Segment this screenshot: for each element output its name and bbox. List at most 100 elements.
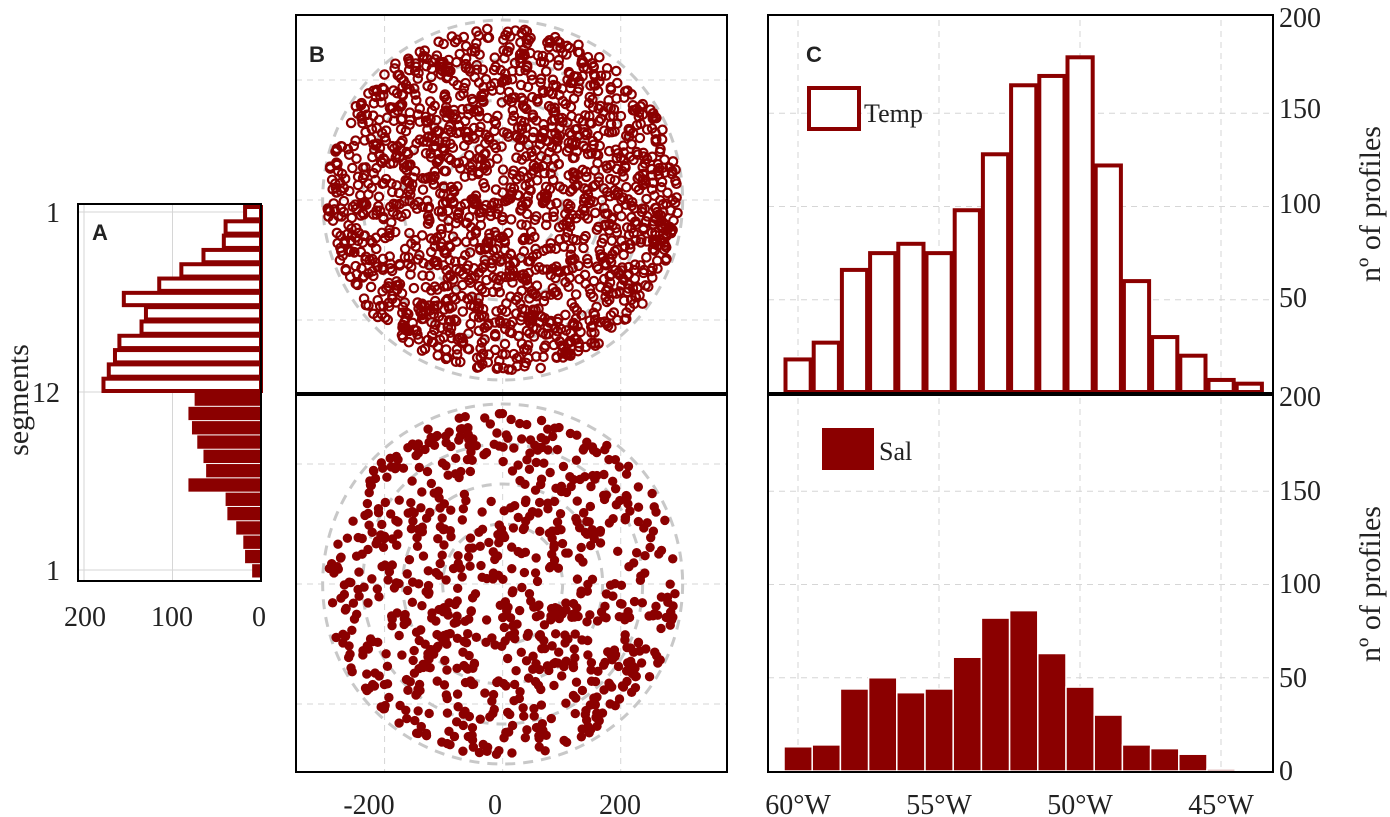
panel-b-temp-point <box>603 95 614 106</box>
panel-b-temp-point <box>548 206 560 218</box>
panel-b-sal-point <box>633 502 644 512</box>
panel-b-sal-point <box>507 748 517 758</box>
panel-b-temp-point <box>475 121 486 133</box>
panel-b-temp-point <box>506 73 518 85</box>
panel-b-temp-point <box>587 291 599 303</box>
panel-c-temp-bar <box>1065 55 1095 395</box>
panel-b-temp-point <box>622 85 633 96</box>
panel-b-sal-point <box>511 666 521 676</box>
panel-b-temp-point <box>487 85 498 96</box>
panel-b-temp-point <box>580 143 592 154</box>
panel-b-temp-point <box>451 113 462 125</box>
panel-b-sal-point <box>516 548 527 559</box>
panel-b-temp-point <box>396 89 408 100</box>
panel-b-sal-point <box>378 542 389 553</box>
panel-b-temp-point <box>521 38 533 49</box>
panel-b-temp-point <box>424 270 436 282</box>
panel-b-temp-point <box>646 184 658 195</box>
panel-b-sal-point <box>622 492 632 502</box>
panel-b-temp-point <box>464 161 476 173</box>
panel-b-temp-point <box>647 235 659 247</box>
panel-b-letter: B <box>309 42 325 67</box>
panel-b-sal-point <box>500 636 510 646</box>
panel-b-sal-point <box>595 538 606 548</box>
panel-b-temp-point <box>515 132 526 144</box>
panel-b-temp-point <box>567 184 578 195</box>
panel-b-sal-point <box>602 440 612 451</box>
panel-b-sal-point <box>557 538 568 549</box>
panel-b-sal-point <box>471 440 482 451</box>
panel-b-temp-point <box>650 229 661 241</box>
panel-b-sal-point <box>569 612 580 622</box>
panel-a-sal-bar <box>245 549 261 564</box>
panel-b-temp-point <box>610 222 622 234</box>
panel-b-temp-point <box>540 340 551 351</box>
panel-b-sal-point <box>410 715 420 726</box>
panel-b-sal-point <box>572 430 582 440</box>
panel-b-temp-point <box>647 177 659 189</box>
panel-a-temp-bar <box>112 348 263 365</box>
panel-b-temp-point <box>391 87 403 99</box>
panel-b-temp-point <box>459 198 471 210</box>
panel-b-temp-point <box>394 100 405 112</box>
panel-b-temp-point <box>537 160 549 172</box>
panel-b-sal-point <box>631 671 641 681</box>
panel-b-temp-point <box>506 364 518 376</box>
panel-b-temp-point <box>439 143 450 154</box>
panel-b-sal-point <box>458 504 469 514</box>
panel-b-temp-point <box>449 256 461 267</box>
panel-b-temp-point <box>563 66 575 78</box>
panel-b-sal-point <box>353 532 363 543</box>
panel-b-temp-point <box>454 48 466 60</box>
panel-c-temp-bar <box>1234 381 1264 394</box>
panel-b-sal-point <box>416 503 426 513</box>
panel-b-temp-point <box>346 212 358 224</box>
panel-b-temp-point <box>540 191 551 203</box>
panel-b-temp-point <box>553 113 565 124</box>
panel-b-sal-point <box>335 553 346 563</box>
panel-b-temp-point <box>507 316 518 328</box>
panel-a-temp-bar <box>243 205 264 222</box>
panel-b-temp-point <box>535 362 546 374</box>
panel-b-temp-point <box>380 282 392 294</box>
panel-b-temp-point <box>394 198 405 210</box>
panel-b-sal-point <box>406 524 417 534</box>
panel-b-sal-point <box>432 430 442 441</box>
panel-b-temp-point <box>629 259 641 271</box>
panel-b-temp-point <box>497 231 509 243</box>
panel-b-sal-point <box>342 533 353 543</box>
panel-b-sal-point <box>494 538 504 548</box>
panel-c-temp-bar <box>811 340 841 394</box>
panel-b-temp-point <box>473 168 484 180</box>
panel-b-temp-point <box>397 301 409 313</box>
panel-c-temp-bar <box>952 208 982 394</box>
panel-b-sal-point <box>485 712 495 722</box>
panel-b-temp-point <box>616 280 627 291</box>
panel-c-temp-bar <box>980 152 1011 394</box>
panel-b-temp-point <box>443 315 455 326</box>
panel-c-temp-bar <box>1037 73 1067 394</box>
panel-b-temp-point <box>322 204 334 216</box>
panel-b-temp-point <box>389 107 400 119</box>
panel-b-temp-point <box>479 243 491 254</box>
panel-b-sal-point <box>615 598 626 609</box>
panel-b-temp-point <box>532 50 544 61</box>
panel-b-temp-point <box>386 178 397 189</box>
panel-b-temp-point <box>566 137 578 149</box>
panel-a-xtick-200: 200 <box>64 602 106 633</box>
panel-b-temp-point <box>640 216 652 227</box>
panel-b-temp-point <box>494 315 506 327</box>
panel-b-sal-point <box>422 466 433 477</box>
panel-b-temp-point <box>324 163 336 174</box>
panel-b-temp-point <box>653 162 665 174</box>
panel-b-temp-point <box>387 140 398 152</box>
panel-b-temp-point <box>490 142 502 154</box>
panel-b-sal-point <box>576 732 587 742</box>
panel-b-temp-point <box>549 102 560 114</box>
panel-b-sal-point <box>407 506 417 517</box>
panel-b-sal-point <box>394 495 404 505</box>
panel-b-temp-point <box>466 45 477 57</box>
panel-b-sal-point <box>494 441 504 451</box>
panel-b-temp-point <box>473 77 485 88</box>
panel-c-sal-bar <box>952 656 983 772</box>
